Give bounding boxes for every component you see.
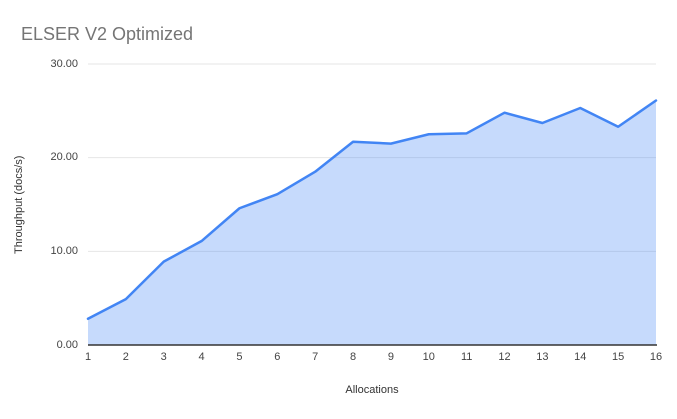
x-tick-label: 13	[536, 351, 549, 363]
x-tick-label: 6	[274, 351, 281, 363]
x-tick-label: 15	[612, 351, 625, 363]
x-tick-label: 5	[236, 351, 243, 363]
x-axis-title: Allocations	[345, 384, 399, 396]
x-tick-label: 4	[198, 351, 205, 363]
y-tick-label: 30.00	[50, 57, 78, 70]
x-tick-label: 8	[350, 351, 357, 363]
x-tick-label: 14	[574, 351, 587, 363]
chart-title: ELSER V2 Optimized	[21, 24, 194, 44]
x-tick-label: 10	[422, 351, 435, 363]
y-tick-label: 20.00	[50, 151, 78, 164]
x-tick-label: 12	[498, 351, 511, 363]
x-tick-label: 3	[160, 351, 167, 363]
x-tick-label: 1	[84, 351, 92, 363]
area-fill	[88, 100, 656, 345]
series-line	[86, 99, 658, 321]
x-tick-label: 9	[387, 351, 394, 363]
y-tick-label: 0.00	[56, 338, 78, 351]
x-tick-label: 16	[649, 351, 663, 363]
y-tick-label: 10.00	[50, 244, 78, 257]
x-tick-label: 2	[122, 351, 129, 363]
x-tick-label: 7	[312, 351, 319, 363]
x-tick-label: 11	[460, 351, 473, 363]
